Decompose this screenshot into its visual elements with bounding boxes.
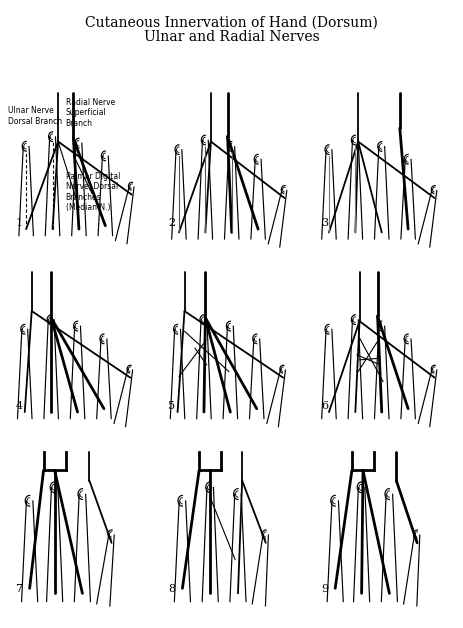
Text: Radial Nerve
Superficial
Branch: Radial Nerve Superficial Branch bbox=[66, 98, 115, 127]
Text: 8: 8 bbox=[168, 583, 175, 593]
Text: 1: 1 bbox=[15, 218, 22, 228]
Text: Palmar Digital
Nerve, Dorsal
Branches
(Median N.): Palmar Digital Nerve, Dorsal Branches (M… bbox=[66, 172, 120, 212]
Text: 2: 2 bbox=[168, 218, 175, 228]
Text: 9: 9 bbox=[321, 583, 328, 593]
Text: 7: 7 bbox=[15, 583, 22, 593]
Text: Ulnar and Radial Nerves: Ulnar and Radial Nerves bbox=[144, 30, 319, 44]
Text: 5: 5 bbox=[168, 401, 175, 411]
Text: 6: 6 bbox=[321, 401, 328, 411]
Text: 4: 4 bbox=[15, 401, 22, 411]
Text: Ulnar Nerve
Dorsal Branch: Ulnar Nerve Dorsal Branch bbox=[8, 106, 63, 126]
Text: Cutaneous Innervation of Hand (Dorsum): Cutaneous Innervation of Hand (Dorsum) bbox=[85, 16, 378, 30]
Text: 3: 3 bbox=[321, 218, 328, 228]
